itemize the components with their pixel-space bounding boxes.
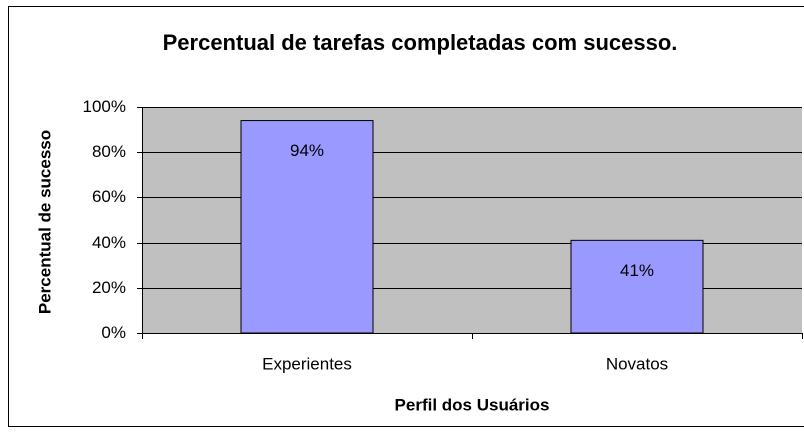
value-label: 41% bbox=[620, 261, 654, 280]
y-tick-label: 40% bbox=[92, 233, 126, 252]
bar bbox=[240, 120, 374, 334]
x-tick-label: Experientes bbox=[262, 354, 352, 373]
chart-title: Percentual de tarefas completadas com su… bbox=[163, 30, 678, 55]
y-tick-label: 100% bbox=[83, 97, 126, 116]
y-tick-label: 60% bbox=[92, 187, 126, 206]
y-tick-label: 20% bbox=[92, 278, 126, 297]
y-tick-label: 0% bbox=[101, 323, 126, 342]
x-axis-title: Perfil dos Usuários bbox=[395, 395, 550, 414]
value-label: 94% bbox=[290, 141, 324, 160]
y-axis-title: Percentual de sucesso bbox=[35, 130, 54, 314]
y-tick-label: 80% bbox=[92, 142, 126, 161]
bar bbox=[570, 239, 704, 334]
x-tick-label: Novatos bbox=[606, 354, 668, 373]
